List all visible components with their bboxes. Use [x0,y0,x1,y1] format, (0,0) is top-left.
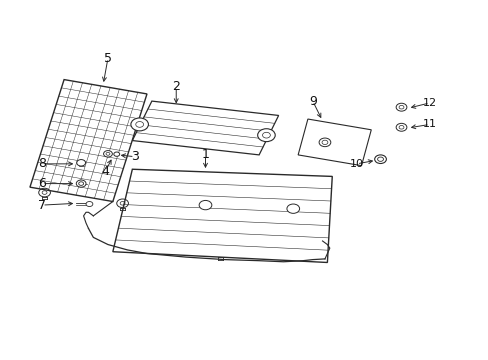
Text: 4: 4 [102,165,109,177]
Text: 10: 10 [349,159,363,169]
Circle shape [131,118,148,131]
Circle shape [114,152,120,156]
Text: 9: 9 [308,95,316,108]
Circle shape [103,150,112,157]
Circle shape [395,123,406,131]
Text: 1: 1 [201,148,209,161]
Circle shape [319,138,330,147]
Circle shape [286,204,299,213]
Text: 8: 8 [38,157,46,170]
Text: 2: 2 [172,80,180,93]
Circle shape [199,201,211,210]
Circle shape [77,159,85,166]
Text: 7: 7 [38,199,46,212]
Circle shape [257,129,275,141]
Text: 12: 12 [422,98,436,108]
Circle shape [86,202,93,207]
Circle shape [76,180,86,187]
Text: 3: 3 [131,150,139,163]
Text: 11: 11 [422,120,436,129]
Circle shape [395,103,406,111]
Circle shape [374,155,386,163]
Text: 5: 5 [104,51,112,64]
Text: 6: 6 [38,177,46,190]
